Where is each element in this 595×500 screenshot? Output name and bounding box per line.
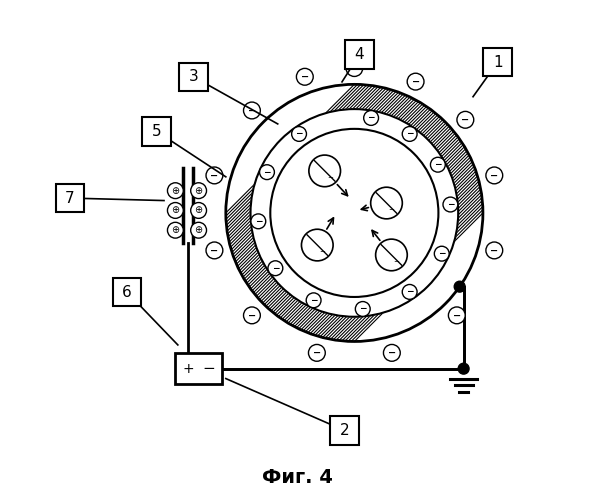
Circle shape xyxy=(243,307,261,324)
Text: −: − xyxy=(248,310,256,320)
Text: ⊕: ⊕ xyxy=(171,206,180,216)
Circle shape xyxy=(226,84,483,342)
Text: +: + xyxy=(183,362,194,376)
Circle shape xyxy=(302,229,333,261)
Text: −: − xyxy=(255,217,262,226)
Text: −: − xyxy=(434,160,441,169)
Text: −: − xyxy=(453,310,461,320)
Circle shape xyxy=(402,284,417,300)
Circle shape xyxy=(383,344,400,362)
Text: −: − xyxy=(320,249,325,255)
FancyBboxPatch shape xyxy=(330,416,359,445)
Circle shape xyxy=(243,102,261,119)
Circle shape xyxy=(270,129,439,297)
FancyBboxPatch shape xyxy=(112,278,141,306)
Text: −: − xyxy=(272,264,279,272)
Circle shape xyxy=(308,344,325,362)
Circle shape xyxy=(346,60,363,76)
Circle shape xyxy=(268,261,283,276)
Text: ⊕: ⊕ xyxy=(171,225,180,235)
Text: 5: 5 xyxy=(152,124,161,139)
Circle shape xyxy=(364,110,378,126)
Circle shape xyxy=(371,187,402,219)
FancyBboxPatch shape xyxy=(483,48,512,76)
Text: −: − xyxy=(327,175,333,181)
Circle shape xyxy=(251,214,266,228)
Circle shape xyxy=(454,281,465,292)
Text: −: − xyxy=(313,348,321,358)
Text: −: − xyxy=(388,348,396,358)
Circle shape xyxy=(434,246,449,261)
Text: −: − xyxy=(447,200,454,209)
Circle shape xyxy=(292,126,306,142)
Circle shape xyxy=(407,73,424,90)
Text: Фиг. 4: Фиг. 4 xyxy=(262,468,333,487)
FancyBboxPatch shape xyxy=(179,62,208,92)
Circle shape xyxy=(206,242,223,259)
Circle shape xyxy=(167,183,183,198)
Text: 7: 7 xyxy=(65,190,75,206)
Text: −: − xyxy=(263,168,271,176)
Circle shape xyxy=(430,158,445,172)
Text: −: − xyxy=(367,114,375,122)
Text: −: − xyxy=(406,130,414,138)
Text: ⊕: ⊕ xyxy=(171,186,180,196)
Text: −: − xyxy=(389,207,394,213)
Text: ⊕: ⊕ xyxy=(195,225,203,235)
Circle shape xyxy=(309,155,340,186)
Circle shape xyxy=(375,239,407,271)
Text: 1: 1 xyxy=(493,54,503,70)
Text: −: − xyxy=(295,130,303,138)
Text: 6: 6 xyxy=(122,284,131,300)
Text: −: − xyxy=(393,259,399,265)
FancyBboxPatch shape xyxy=(345,40,374,69)
Circle shape xyxy=(458,363,469,374)
Text: 4: 4 xyxy=(355,47,364,62)
Text: ⊕: ⊕ xyxy=(195,206,203,216)
Circle shape xyxy=(449,307,465,324)
Text: −: − xyxy=(300,72,309,82)
Text: −: − xyxy=(211,170,218,180)
Circle shape xyxy=(167,222,183,238)
Circle shape xyxy=(306,293,321,308)
Circle shape xyxy=(191,202,206,218)
Circle shape xyxy=(296,68,313,85)
Text: −: − xyxy=(202,361,215,376)
Text: −: − xyxy=(211,246,218,256)
Circle shape xyxy=(259,165,274,180)
Circle shape xyxy=(355,302,370,316)
Text: −: − xyxy=(359,304,367,314)
Circle shape xyxy=(206,167,223,184)
Text: −: − xyxy=(438,249,446,258)
Circle shape xyxy=(167,202,183,218)
FancyBboxPatch shape xyxy=(142,117,171,145)
Text: −: − xyxy=(490,170,499,180)
Text: −: − xyxy=(350,63,358,73)
Text: 3: 3 xyxy=(189,70,199,84)
Circle shape xyxy=(486,242,503,259)
Text: ⊕: ⊕ xyxy=(195,186,203,196)
FancyBboxPatch shape xyxy=(56,184,84,212)
Text: −: − xyxy=(248,106,256,116)
Text: −: − xyxy=(406,288,414,296)
Circle shape xyxy=(191,222,206,238)
Circle shape xyxy=(402,126,417,142)
Text: −: − xyxy=(490,246,499,256)
Text: −: − xyxy=(412,76,419,86)
Bar xyxy=(175,354,222,384)
Text: 2: 2 xyxy=(340,423,349,438)
Circle shape xyxy=(457,112,474,128)
Text: −: − xyxy=(310,296,317,305)
Circle shape xyxy=(486,167,503,184)
Circle shape xyxy=(443,197,458,212)
Text: −: − xyxy=(461,115,469,125)
Circle shape xyxy=(191,183,206,198)
Circle shape xyxy=(250,109,458,317)
